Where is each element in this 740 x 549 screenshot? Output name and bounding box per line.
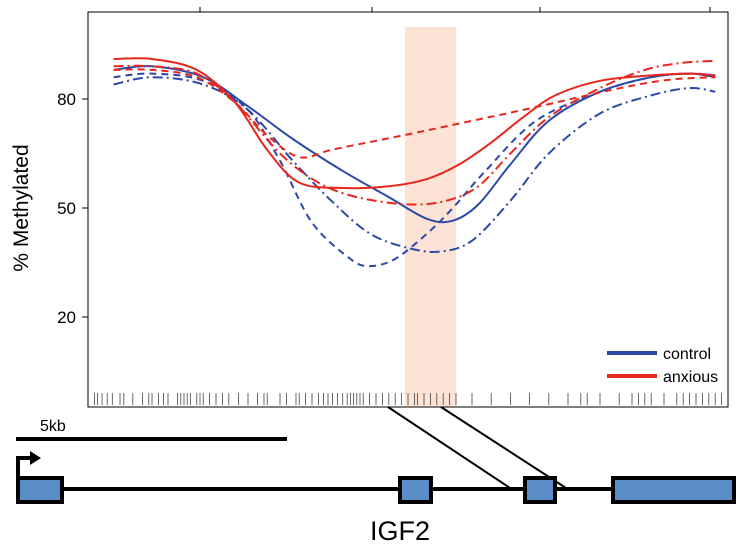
- exon-2: [398, 476, 433, 504]
- highlighted-region: [404, 27, 456, 407]
- series-line-anxious-dashdot: [113, 59, 716, 206]
- legend-label-anxious: anxious: [663, 369, 718, 386]
- tss-arrow-head-icon: [30, 451, 41, 465]
- y-axis: 20 50 80: [57, 90, 88, 327]
- gene-label: IGF2: [370, 516, 430, 546]
- scale-bar-label: 5kb: [40, 418, 66, 435]
- top-axis-ticks: [199, 7, 711, 12]
- series-line-control-dashdot: [113, 76, 716, 253]
- series-line-control-solid: [113, 65, 716, 224]
- legend: control anxious: [607, 346, 718, 386]
- series-lines: [113, 57, 716, 268]
- legend-label-control: control: [663, 346, 711, 363]
- exon-3: [523, 476, 557, 504]
- y-tick-label: 80: [57, 90, 76, 109]
- cpg-site-ticks: [94, 393, 722, 405]
- exon-1: [16, 476, 64, 504]
- gene-model: [16, 451, 736, 504]
- y-tick-label: 20: [57, 308, 76, 327]
- series-line-control-dashed: [113, 72, 716, 268]
- plot-frame: [87, 11, 729, 408]
- tss-arrow-icon: [16, 456, 32, 478]
- y-tick-label: 50: [57, 199, 76, 218]
- series-line-anxious-dashed: [113, 68, 716, 159]
- series-line-anxious-solid: [113, 57, 716, 190]
- exon-4: [611, 476, 736, 504]
- zoom-connectors: [387, 406, 567, 489]
- y-axis-label: % Methylated: [10, 144, 33, 271]
